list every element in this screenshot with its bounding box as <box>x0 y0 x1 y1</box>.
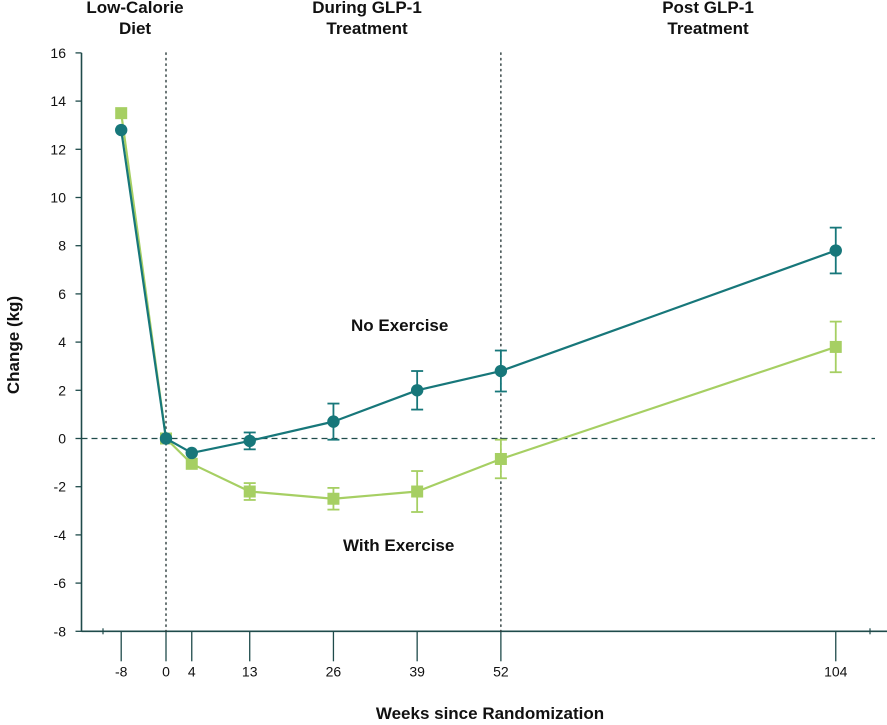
y-tick-label: 6 <box>58 286 66 302</box>
phase-label-line: Post GLP-1 <box>662 0 754 17</box>
data-point-square <box>829 340 842 353</box>
y-tick-label: 14 <box>50 93 66 109</box>
series-line <box>120 129 837 455</box>
y-tick-label: -8 <box>54 623 67 639</box>
y-tick-label: 10 <box>50 190 66 206</box>
y-axis-title: Change (kg) <box>4 295 23 395</box>
y-tick-label: -2 <box>54 479 67 495</box>
data-point-square <box>115 107 128 120</box>
x-tick-label: 39 <box>409 663 425 679</box>
data-point-circle <box>829 244 842 257</box>
data-point-circle <box>410 384 424 397</box>
series-with-exercise <box>115 107 842 513</box>
x-tick-label: 52 <box>493 663 509 679</box>
phase-label-line: Diet <box>118 19 152 38</box>
data-point-circle <box>159 432 173 445</box>
x-tick-label: 26 <box>326 663 342 679</box>
data-point-square <box>327 492 340 505</box>
x-tick-label: -8 <box>115 663 128 679</box>
phase-label-during-treatment: During GLP-1 Treatment <box>272 0 462 39</box>
data-point-circle <box>494 364 508 378</box>
series-label-no-exercise: No Exercise <box>351 316 449 335</box>
y-tick-label: -4 <box>54 527 67 543</box>
phase-label-line: Treatment <box>667 19 749 38</box>
data-point-circle <box>243 434 256 448</box>
y-tick-label: -6 <box>54 575 67 591</box>
y-tick-label: 16 <box>50 45 66 61</box>
x-tick-label: 13 <box>242 663 258 679</box>
x-tick-label: 104 <box>824 663 848 679</box>
x-tick-label: 4 <box>188 663 196 679</box>
y-tick-label: 2 <box>58 382 66 398</box>
data-point-square <box>185 457 198 470</box>
data-point-circle <box>327 415 340 428</box>
phase-label-line: During GLP-1 <box>312 0 422 17</box>
data-point-circle <box>185 446 198 460</box>
y-tick-label: 12 <box>50 141 66 157</box>
series-no-exercise <box>115 123 842 460</box>
y-tick-label: 0 <box>58 431 66 447</box>
phase-label-line: Treatment <box>326 19 408 38</box>
phase-label-low-calorie-diet: Low-Calorie Diet <box>40 0 230 39</box>
data-point-circle <box>115 123 128 137</box>
phase-label-line: Low-Calorie <box>86 0 184 17</box>
x-axis-title: Weeks since Randomization <box>375 704 605 723</box>
y-tick-label: 8 <box>58 238 66 254</box>
data-point-square <box>494 452 507 465</box>
data-point-square <box>243 485 256 498</box>
y-tick-label: 4 <box>58 334 66 350</box>
x-tick-label: 0 <box>162 663 170 679</box>
series-label-with-exercise: With Exercise <box>343 536 455 555</box>
series-line <box>120 112 837 500</box>
phase-label-post-treatment: Post GLP-1 Treatment <box>613 0 803 39</box>
data-point-square <box>411 485 424 498</box>
